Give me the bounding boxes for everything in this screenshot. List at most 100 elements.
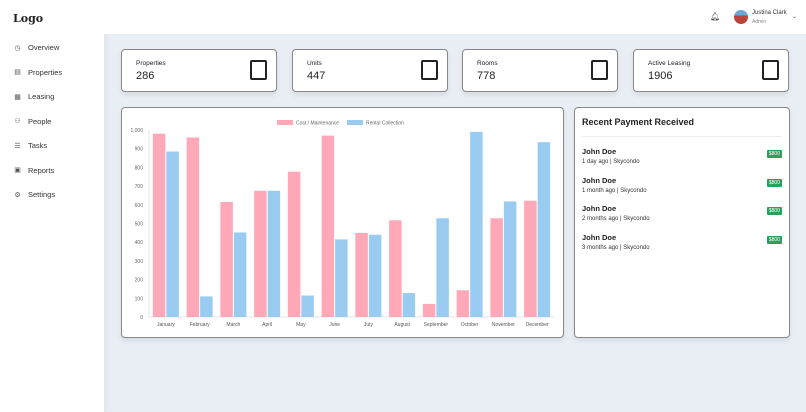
stat-card-2: Rooms 778 [462,49,618,92]
sidebar-item-tasks[interactable]: ☰ Tasks [14,141,47,150]
sidebar-item-overview[interactable]: ◷ Overview [14,43,59,52]
chart-panel: 0 100 200 300 400 500 600 700 800 900 1,000 January… [121,107,564,338]
payer-name: John Doe [582,204,617,213]
amount-badge: $800 [766,150,782,158]
sidebar-item-label: Reports [28,165,55,175]
payer-name: John Doe [582,175,617,185]
y-tick-label: 800 [135,165,144,171]
avatar[interactable] [734,10,748,24]
bar-cost-august [389,220,402,317]
payment-meta: 1 day ago | Skycondo [582,159,640,165]
bar-rental-march [233,232,247,317]
building-icon [250,60,267,80]
payment-meta: 2 months ago | Skycondo [582,216,650,222]
payment-meta: 3 months ago | Skycondo [582,244,650,251]
stat-label: Properties [136,60,166,67]
x-tick-label: October [461,322,479,328]
stat-label: Rooms [477,60,498,67]
x-tick-label: November [492,322,515,328]
stat-value: 1906 [648,70,673,82]
x-tick-label: August [394,322,410,328]
y-tick-label: 100 [135,296,144,302]
payment-item: John Doe 1 day ago | Skycondo $800 [582,147,782,171]
clock-icon: ◷ [14,44,21,52]
gear-icon: ⚙ [14,191,21,199]
building-icon: ▤ [14,69,21,76]
user-role: Admin [752,19,767,25]
amount-badge: $800 [766,207,782,215]
recent-payments-panel: Recent Payment Received John Doe 1 day ag… [574,107,790,338]
stat-card-0: Properties 286 [121,49,277,92]
y-tick-label: 400 [135,240,144,246]
document-icon [762,60,779,80]
y-tick-label: 300 [135,259,144,265]
x-tick-label: March [226,322,240,328]
sidebar-item-leasing[interactable]: ▦ Leasing [14,92,54,101]
bar-cost-december [524,200,537,317]
y-tick-label: 500 [135,222,144,228]
divider [582,136,782,137]
bar-rental-august [402,293,416,317]
bar-chart: 0 100 200 300 400 500 600 700 800 900 1,000 January… [130,120,554,328]
stat-value: 447 [307,70,326,82]
report-icon: ▣ [14,167,21,174]
stat-card-3: Active Leasing 1906 [633,49,789,92]
payment-meta: 1 month ago | Skycondo [582,187,647,194]
sidebar-item-label: Settings [28,190,56,199]
user-name[interactable]: Justina Clark [752,10,787,16]
payment-item: John Doe 2 months ago | Skycondo $800 [582,204,782,228]
y-tick-label: 1,000 [130,128,143,134]
amount-badge: $800 [766,235,782,244]
x-tick-label: July [364,322,373,328]
bar-cost-november [490,218,503,317]
document-icon: ▦ [14,93,21,101]
x-tick-label: January [157,322,175,328]
bar-rental-july [368,234,382,317]
unit-icon [421,60,438,80]
sidebar-item-label: People [28,116,52,126]
bar-cost-march [220,201,233,317]
y-tick-label: 600 [135,203,144,209]
door-icon [591,60,608,80]
payment-item: John Doe 3 months ago | Skycondo $800 [582,233,782,257]
bell-icon[interactable]: 🔔︎ [710,12,721,21]
y-tick-label: 200 [135,278,144,284]
people-icon: ⚇ [14,118,21,125]
legend-swatch [347,120,363,125]
y-tick-label: 0 [140,315,143,321]
legend-label: Cost / Maintenance [296,121,339,127]
bar-rental-october [470,131,483,317]
stat-label: Units [307,60,322,67]
x-tick-label: May [296,322,306,328]
bar-rental-december [537,142,551,317]
y-tick-label: 700 [135,184,144,190]
bar-rental-june [335,239,348,317]
stat-value: 286 [136,70,155,82]
bar-cost-july [355,232,368,317]
sidebar: Logo ◷ Overview ▤ Properties ▦ Leasing ⚇ People… [0,0,104,412]
x-tick-label: February [190,322,211,328]
sidebar-item-people[interactable]: ⚇ People [14,117,51,126]
x-tick-label: June [329,322,340,328]
bar-rental-january [166,151,179,317]
bar-cost-october [456,290,470,317]
header [104,0,806,34]
chevron-down-icon[interactable]: ⌄ [792,14,798,20]
sidebar-item-properties[interactable]: ▤ Properties [14,68,62,77]
payer-name: John Doe [582,147,617,156]
bar-cost-april [254,190,267,317]
sidebar-item-settings[interactable]: ⚙ Settings [14,190,55,199]
bar-cost-january [152,133,166,317]
y-tick-label: 900 [135,147,144,153]
x-tick-label: September [424,322,449,328]
x-tick-label: December [526,322,549,328]
sidebar-item-reports[interactable]: ▣ Reports [14,166,54,175]
payment-item: John Doe 1 month ago | Skycondo $800 [582,176,782,200]
legend-label: Rental Collection [366,121,404,127]
sidebar-item-label: Tasks [28,141,48,150]
bar-rental-may [301,295,314,317]
bar-cost-june [321,135,335,317]
stat-value: 778 [477,70,496,82]
payer-name: John Doe [582,232,617,242]
bar-rental-february [200,296,213,317]
